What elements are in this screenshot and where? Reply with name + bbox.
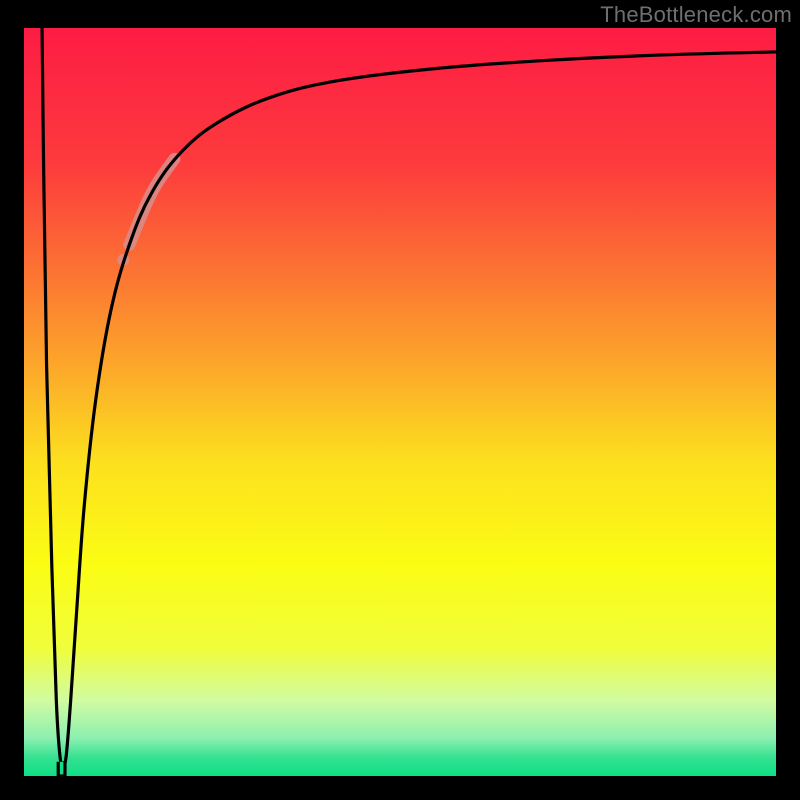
chart-container: TheBottleneck.com xyxy=(0,0,800,800)
highlight-segment xyxy=(129,159,174,245)
watermark-text: TheBottleneck.com xyxy=(600,2,792,28)
bottom-notch xyxy=(58,762,65,776)
main-curve xyxy=(42,28,776,764)
plot-area xyxy=(24,28,776,776)
curve-layer xyxy=(24,28,776,776)
